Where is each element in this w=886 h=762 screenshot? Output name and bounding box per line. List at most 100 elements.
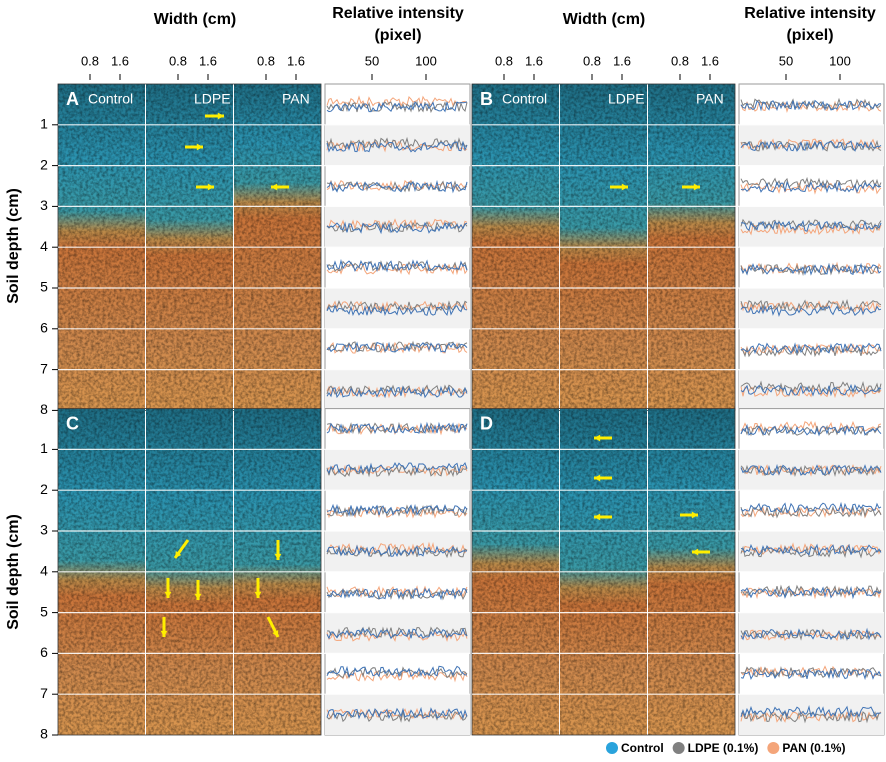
arrow-head bbox=[594, 434, 601, 442]
intensity-trace bbox=[740, 584, 882, 598]
arrow-head bbox=[164, 591, 172, 598]
intensity-trace bbox=[740, 218, 882, 232]
intensity-trace bbox=[326, 341, 468, 353]
width-tick-label: 0.8 bbox=[169, 53, 187, 68]
arrow-head bbox=[254, 591, 262, 598]
column-label: Control bbox=[88, 91, 133, 107]
intensity-trace bbox=[326, 341, 468, 354]
depth-label: Soil depth (cm) bbox=[5, 188, 22, 304]
intensity-label: Relative intensity bbox=[744, 5, 876, 22]
arrow-head bbox=[621, 183, 628, 191]
intensity-trace bbox=[740, 629, 882, 642]
intensity-trace bbox=[326, 421, 468, 435]
intensity-trace bbox=[326, 385, 468, 399]
intensity-trace bbox=[740, 342, 882, 355]
legend-swatch bbox=[767, 742, 780, 754]
arrow-head bbox=[217, 112, 224, 120]
legend-label: LDPE (0.1%) bbox=[688, 741, 759, 755]
depth-tick-label: 7 bbox=[40, 685, 48, 701]
column-label: LDPE bbox=[608, 91, 645, 107]
intensity-tick-label: 100 bbox=[829, 53, 851, 68]
depth-tick-label: 4 bbox=[40, 238, 48, 254]
intensity-trace bbox=[326, 626, 468, 639]
depth-tick-label: 6 bbox=[40, 320, 48, 336]
intensity-trace bbox=[740, 704, 882, 719]
intensity-trace bbox=[326, 710, 468, 723]
intensity-trace bbox=[326, 140, 468, 153]
band bbox=[325, 206, 470, 248]
intensity-trace bbox=[326, 706, 468, 720]
intensity-trace bbox=[326, 100, 468, 114]
intensity-trace bbox=[326, 304, 468, 317]
depth-tick-label: 1 bbox=[40, 440, 48, 456]
depth-tick-label: 3 bbox=[40, 522, 48, 538]
intensity-trace bbox=[326, 627, 468, 640]
arrow-head bbox=[274, 553, 282, 560]
depth-tick-label: 1 bbox=[40, 116, 48, 132]
column-label: PAN bbox=[696, 91, 724, 107]
intensity-trace bbox=[326, 95, 468, 108]
intensity-trace bbox=[326, 384, 468, 396]
width-tick-label: 1.6 bbox=[613, 53, 631, 68]
intensity-trace bbox=[326, 461, 468, 474]
legend-label: Control bbox=[621, 741, 664, 755]
intensity-label: Relative intensity bbox=[332, 5, 464, 22]
arrow-head bbox=[207, 183, 214, 191]
width-tick-label: 1.6 bbox=[701, 53, 719, 68]
intensity-trace bbox=[740, 182, 882, 195]
legend-swatch bbox=[606, 742, 618, 754]
intensity-trace bbox=[740, 344, 882, 358]
intensity-trace bbox=[740, 99, 882, 112]
arrow-head bbox=[594, 513, 601, 521]
intensity-trace bbox=[740, 261, 882, 275]
arrow-head bbox=[196, 143, 203, 151]
intensity-tick-label: 50 bbox=[779, 53, 793, 68]
intensity-label: (pixel) bbox=[786, 27, 833, 44]
intensity-trace bbox=[740, 423, 882, 437]
intensity-trace bbox=[740, 543, 882, 557]
depth-tick-label: 8 bbox=[40, 401, 48, 417]
width-tick-label: 0.8 bbox=[583, 53, 601, 68]
intensity-trace bbox=[740, 424, 882, 437]
width-tick-label: 1.6 bbox=[111, 53, 129, 68]
intensity-trace bbox=[326, 504, 468, 518]
band bbox=[739, 206, 884, 248]
intensity-trace bbox=[740, 505, 882, 519]
column-label: Control bbox=[502, 91, 547, 107]
legend-swatch bbox=[672, 742, 685, 754]
intensity-trace bbox=[740, 262, 882, 276]
width-tick-label: 0.8 bbox=[81, 53, 99, 68]
depth-label: Soil depth (cm) bbox=[5, 514, 22, 630]
intensity-trace bbox=[326, 258, 468, 273]
arrow-head bbox=[272, 630, 279, 637]
depth-tick-label: 8 bbox=[40, 726, 48, 742]
intensity-trace bbox=[740, 385, 882, 399]
arrow-head bbox=[271, 183, 278, 191]
panel-label: D bbox=[480, 413, 493, 433]
intensity-trace bbox=[740, 305, 882, 318]
intensity-trace bbox=[740, 262, 882, 277]
depth-tick-label: 6 bbox=[40, 644, 48, 660]
intensity-label: (pixel) bbox=[374, 27, 421, 44]
arrow-head bbox=[693, 183, 700, 191]
depth-tick-label: 7 bbox=[40, 360, 48, 376]
intensity-trace bbox=[326, 262, 468, 276]
panel-label: C bbox=[66, 413, 79, 433]
depth-tick-label: 4 bbox=[40, 563, 48, 579]
intensity-trace bbox=[326, 544, 467, 558]
width-tick-label: 1.6 bbox=[287, 53, 305, 68]
intensity-tick-label: 50 bbox=[365, 53, 379, 68]
intensity-tick-label: 100 bbox=[415, 53, 437, 68]
panel-label: A bbox=[66, 89, 79, 109]
intensity-trace bbox=[326, 179, 468, 194]
depth-tick-label: 5 bbox=[40, 603, 48, 619]
intensity-trace bbox=[740, 180, 882, 194]
intensity-trace bbox=[740, 140, 882, 152]
intensity-trace bbox=[326, 665, 468, 678]
intensity-trace bbox=[326, 588, 468, 601]
intensity-trace bbox=[740, 298, 882, 312]
intensity-trace bbox=[326, 218, 468, 231]
intensity-trace bbox=[740, 542, 882, 555]
arrow-head bbox=[691, 511, 698, 519]
